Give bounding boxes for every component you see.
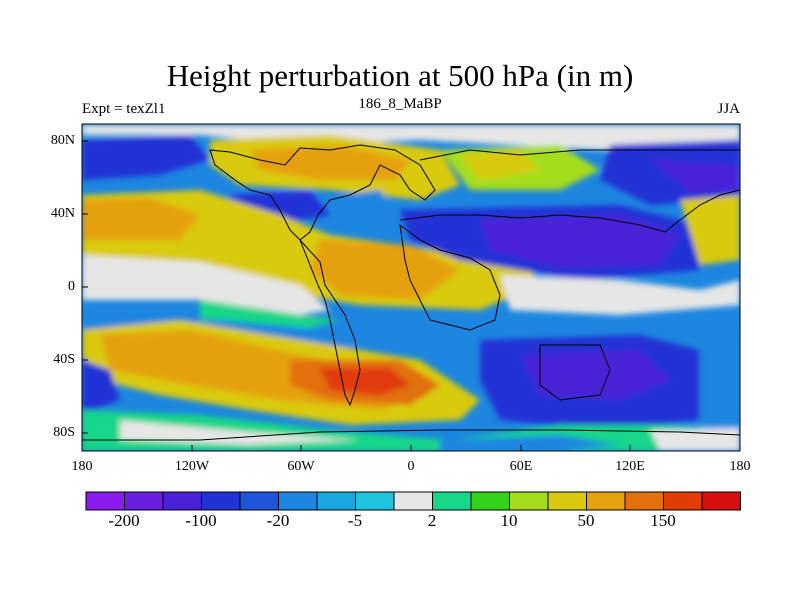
coast-antarctica [82,429,740,441]
neg-region-sw-pacific [700,330,740,430]
x-tick-180w: 180 [71,459,93,474]
colorbar-swatch [278,491,318,511]
colorbar-swatch [239,491,279,511]
x-tick-60w: 60W [287,459,315,474]
coast-australia [539,344,611,401]
coast-north-america [209,144,436,241]
colorbar-swatch [85,491,125,511]
pos-core-na [250,145,410,180]
colorbar-label: 50 [577,511,595,530]
colorbar-swatch [663,491,703,511]
coast-south-america [299,239,361,407]
x-tick-0: 0 [407,459,415,474]
colorbar-label: -20 [266,511,290,530]
coast-eurasia-south [399,189,740,233]
neg-region-se-pacific [82,360,120,415]
coast-eurasia-north [419,149,740,161]
plot-title: Height perturbation at 500 hPa (in m) [166,58,634,93]
axis-ticks [81,140,741,451]
pos-core-pacific [82,198,200,240]
neg-core-indian-south [520,350,670,400]
pos-region-nw-pacific [680,195,740,265]
x-tick-60e: 60E [509,459,533,474]
y-tick-80n: 80N [50,133,75,148]
colorbar-swatch [393,491,433,511]
colorbar-swatch [355,491,395,511]
colorbar-swatch [201,491,241,511]
season-label: JJA [717,101,740,117]
colorbar-swatch [470,491,510,511]
coast-africa [399,223,501,331]
white-band-indian [500,275,740,315]
colorbar-swatch [162,491,202,511]
colorbar-swatch [624,491,664,511]
colorbar-swatch [701,491,741,511]
coastlines [82,144,740,441]
white-band-arctic [82,125,740,150]
neg-core-ne-asia [650,160,740,192]
colorbar [85,491,741,511]
pos-core-eu [460,150,540,180]
y-tick-0: 0 [68,279,75,294]
neg-region-np [82,135,210,180]
neg-region-atl [335,190,395,220]
experiment-label: Expt = texZl1 [82,101,166,117]
x-tick-180e: 180 [729,459,751,474]
colorbar-label: 150 [650,511,676,530]
colorbar-swatch [509,491,549,511]
contour-field [82,124,740,451]
colorbar-swatch [316,491,356,511]
colorbar-label: -100 [185,511,217,530]
white-band-eq [82,255,330,315]
blue-band-antarctic [440,435,620,451]
colorbar-label: -5 [347,511,363,530]
colorbar-swatch [432,491,472,511]
y-tick-40n: 40N [50,206,75,221]
x-tick-120w: 120W [174,459,210,474]
pos-core-tropics [310,240,460,300]
colorbar-swatch [124,491,164,511]
colorbar-label: 2 [427,511,437,530]
colorbar-swatch [547,491,587,511]
colorbar-label: 10 [500,511,518,530]
y-tick-40s: 40S [53,352,75,367]
white-band-antarctic [120,420,360,445]
pos-core-south-atlantic [320,368,410,395]
colorbar-swatch [586,491,626,511]
neg-core-asia [480,215,680,268]
x-tick-120e: 120E [615,459,645,474]
case-label: 186_8_MaBP [358,96,442,112]
y-tick-80s: 80S [53,425,75,440]
colorbar-label: -200 [108,511,140,530]
